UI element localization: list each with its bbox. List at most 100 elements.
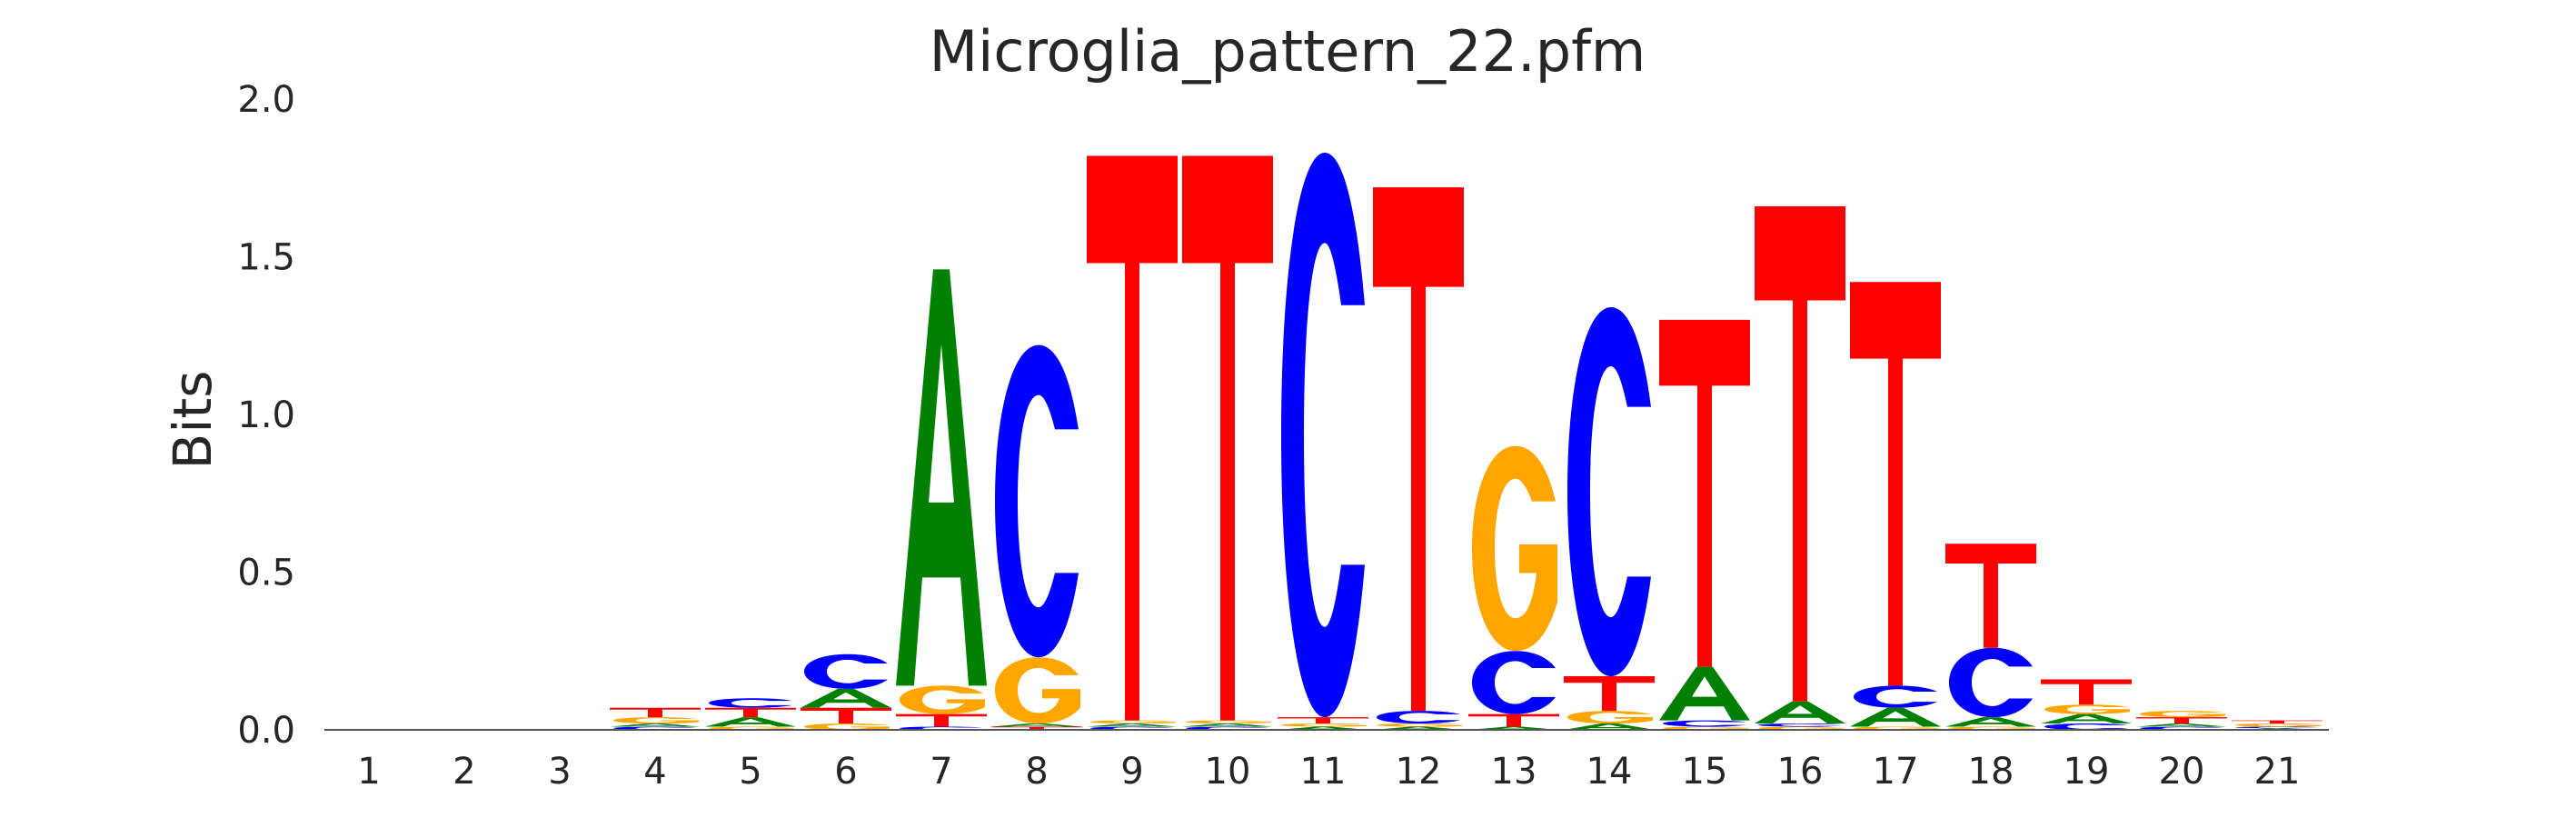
letter-t (2136, 717, 2227, 724)
letter-t (1182, 155, 1273, 721)
letter-g (900, 685, 985, 714)
x-tick-label: 14 (1586, 751, 1633, 793)
logo-column-10 (1182, 155, 1273, 730)
logo-column-9 (1087, 155, 1178, 730)
letter-t (1468, 713, 1559, 727)
letter-a (991, 723, 1082, 727)
letter-c (804, 653, 888, 689)
letter-t (1278, 717, 1368, 724)
logo-column-6 (801, 653, 891, 730)
letter-c (1567, 307, 1651, 677)
logo-column-8 (991, 344, 1082, 730)
letter-g (2235, 723, 2321, 727)
x-axis: 1 2 3 4 5 6 7 8 9 10 11 12 13 14 15 16 17 18 19 20 21 (357, 751, 2300, 793)
x-tick-label: 8 (1025, 751, 1048, 793)
letter-a (896, 269, 987, 686)
letter-c (995, 344, 1079, 658)
x-tick-label: 4 (643, 751, 666, 793)
x-tick-label: 20 (2159, 751, 2205, 793)
letter-t (610, 707, 701, 718)
logo-column-11 (1278, 152, 1368, 730)
letter-a (705, 717, 796, 727)
logo-column-14 (1564, 307, 1655, 730)
logo-column-19 (2041, 679, 2132, 730)
letter-g (2140, 711, 2225, 718)
logo-column-21 (2232, 720, 2322, 730)
letter-c (2044, 723, 2128, 730)
letter-a (1945, 717, 2036, 727)
y-axis: 0.0 0.5 1.0 1.5 2.0 (237, 79, 295, 752)
letter-a (2136, 723, 2227, 727)
letter-t (2041, 679, 2132, 705)
letter-a (1850, 707, 1941, 727)
letter-g (1472, 445, 1557, 652)
x-tick-label: 7 (930, 751, 952, 793)
letter-c (1758, 723, 1842, 727)
x-tick-label: 2 (453, 751, 475, 793)
x-tick-label: 6 (834, 751, 857, 793)
logo-column-12 (1373, 187, 1464, 730)
letter-g (1567, 711, 1653, 724)
logo-column-4 (610, 707, 701, 730)
x-tick-label: 19 (2064, 751, 2110, 793)
letter-g (1186, 720, 1271, 724)
logo-column-13 (1468, 445, 1559, 730)
chart-title: Microglia_pattern_22.pfm (930, 18, 1646, 85)
letter-a (2041, 713, 2132, 724)
x-tick-label: 18 (1968, 751, 2014, 793)
x-tick-label: 9 (1120, 751, 1143, 793)
logo-column-5 (705, 698, 796, 730)
letter-g (1281, 723, 1367, 727)
x-tick-label: 5 (739, 751, 761, 793)
letter-a (1755, 701, 1845, 724)
x-tick-label: 13 (1491, 751, 1537, 793)
letter-g (995, 657, 1080, 724)
letter-g (613, 717, 699, 724)
logo-stacks (610, 152, 2322, 730)
letter-t (705, 707, 796, 718)
letter-a (801, 688, 891, 708)
letter-t (1564, 676, 1655, 712)
letter-t (1087, 155, 1178, 721)
letter-c (1854, 685, 1937, 708)
letter-a (1182, 723, 1273, 727)
x-tick-label: 15 (1682, 751, 1728, 793)
letter-t (801, 707, 891, 724)
letter-a (1087, 723, 1178, 727)
letter-c (1472, 651, 1556, 714)
logo-column-15 (1659, 319, 1750, 730)
y-axis-label: Bits (162, 371, 224, 470)
letter-g (1090, 720, 1176, 724)
letter-t (1945, 544, 2036, 648)
letter-g (2044, 704, 2130, 714)
logo-column-16 (1755, 205, 1845, 730)
y-tick-label: 1.5 (237, 237, 295, 279)
x-tick-label: 21 (2254, 751, 2301, 793)
letter-t (1755, 205, 1845, 702)
x-tick-label: 11 (1300, 751, 1347, 793)
letter-t (896, 713, 987, 727)
letter-c (1377, 711, 1460, 724)
logo-column-20 (2136, 711, 2227, 730)
y-tick-label: 1.0 (237, 394, 295, 436)
y-tick-label: 0.0 (237, 710, 295, 752)
letter-a (1659, 666, 1750, 721)
y-tick-label: 2.0 (237, 79, 295, 121)
letter-t (1373, 187, 1464, 712)
letter-t (1659, 319, 1750, 667)
letter-t (2232, 720, 2322, 724)
x-tick-label: 17 (1873, 751, 1919, 793)
letter-c (1949, 647, 2033, 718)
letter-c (2235, 726, 2319, 729)
x-tick-label: 1 (357, 751, 380, 793)
x-tick-label: 16 (1777, 751, 1824, 793)
logo-column-17 (1850, 282, 1941, 730)
x-tick-label: 12 (1396, 751, 1442, 793)
letter-a (1564, 723, 1655, 730)
letter-c (1663, 720, 1746, 727)
x-tick-label: 10 (1205, 751, 1251, 793)
logo-column-18 (1945, 544, 2036, 730)
letter-a (610, 723, 701, 727)
letter-c (1281, 152, 1365, 718)
